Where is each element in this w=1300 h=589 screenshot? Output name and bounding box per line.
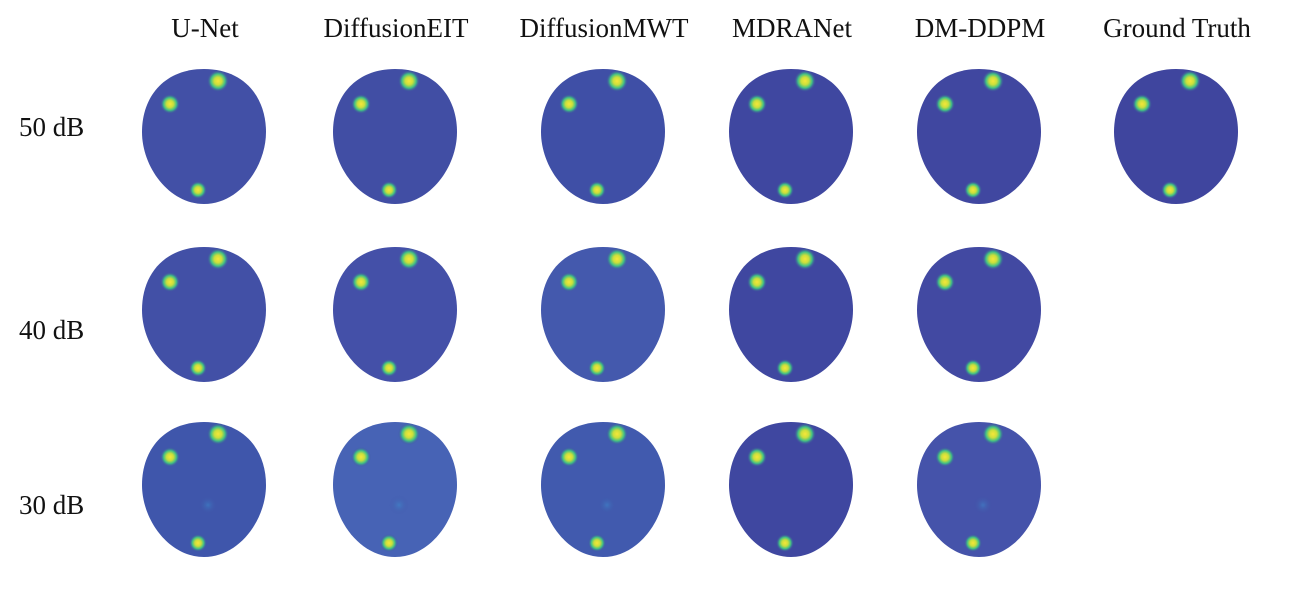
inclusion [351,94,371,114]
reconstruction-image [917,422,1041,557]
row-label: 50 dB [19,112,84,142]
inclusion [559,447,579,467]
reconstruction-image [1114,69,1238,204]
reconstruction-image [142,69,266,204]
inclusion [351,447,371,467]
inclusion [964,181,982,199]
inclusion [588,534,606,552]
inclusion [207,423,229,445]
inclusion [380,359,398,377]
reconstruction-image [333,69,457,204]
column-header: MDRANet [732,13,852,43]
inclusion [559,94,579,114]
inclusion [559,272,579,292]
inclusion [606,423,628,445]
inclusion [189,359,207,377]
inclusion [398,248,420,270]
reconstruction-image [917,247,1041,382]
reconstruction-image [729,247,853,382]
inclusion [794,70,816,92]
artifact [973,495,993,515]
artifact [389,495,409,515]
inclusion [794,248,816,270]
inclusion [776,181,794,199]
inclusion [398,70,420,92]
column-header: DiffusionEIT [324,13,469,43]
inclusion [588,359,606,377]
inclusion [776,359,794,377]
inclusion [160,272,180,292]
reconstruction-image [333,422,457,557]
inclusion [1179,70,1201,92]
inclusion [747,447,767,467]
inclusion [1132,94,1152,114]
inclusion [747,94,767,114]
row-label: 30 dB [19,490,84,520]
inclusion [207,70,229,92]
inclusion [380,534,398,552]
inclusion [964,534,982,552]
inclusion [982,70,1004,92]
inclusion [351,272,371,292]
inclusion [606,248,628,270]
reconstruction-image [541,422,665,557]
inclusion [776,534,794,552]
inclusion [1161,181,1179,199]
column-header: DM-DDPM [915,13,1046,43]
image-grid [142,69,1238,557]
inclusion [398,423,420,445]
inclusion [982,423,1004,445]
inclusion [794,423,816,445]
inclusion [606,70,628,92]
reconstruction-image [333,247,457,382]
inclusion [189,181,207,199]
column-header: Ground Truth [1103,13,1251,43]
reconstruction-image [142,422,266,557]
inclusion [380,181,398,199]
inclusion [935,447,955,467]
inclusion [747,272,767,292]
reconstruction-image [541,247,665,382]
inclusion [160,94,180,114]
artifact [198,495,218,515]
column-header: U-Net [171,13,239,43]
inclusion [160,447,180,467]
row-label: 40 dB [19,315,84,345]
inclusion [207,248,229,270]
inclusion [964,359,982,377]
inclusion [189,534,207,552]
inclusion [982,248,1004,270]
inclusion [588,181,606,199]
reconstruction-image [729,422,853,557]
column-header: DiffusionMWT [520,13,689,43]
reconstruction-image [729,69,853,204]
reconstruction-image [917,69,1041,204]
reconstruction-image [142,247,266,382]
reconstruction-image [541,69,665,204]
inclusion [935,94,955,114]
inclusion [935,272,955,292]
artifact [597,495,617,515]
